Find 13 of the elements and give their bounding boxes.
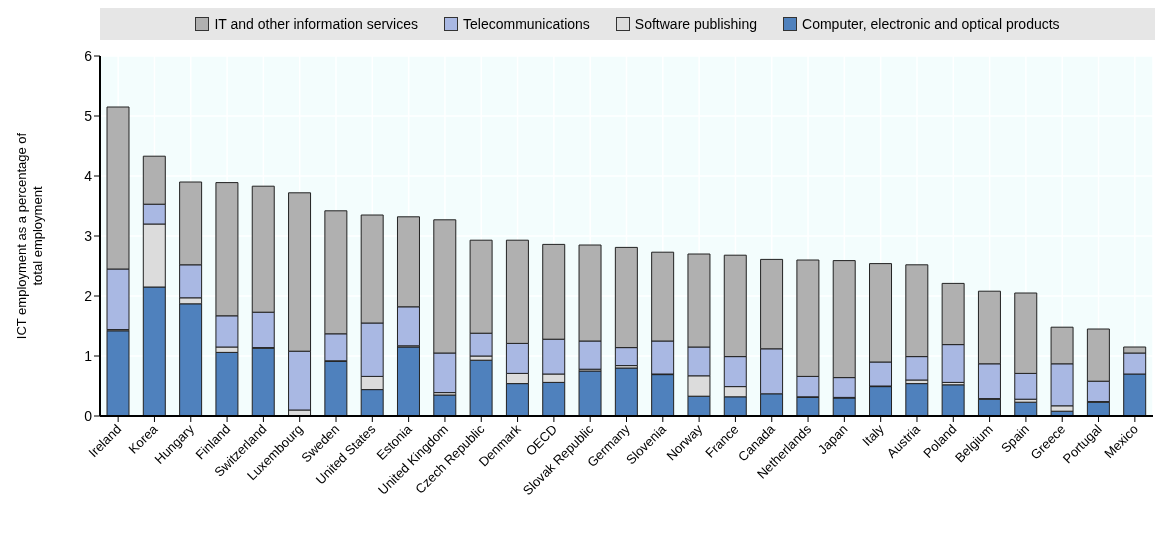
y-axis-title: ICT employment as a percentage of total employment	[14, 132, 45, 340]
y-tick-label: 0	[84, 407, 93, 424]
legend-label: Telecommunications	[462, 16, 590, 32]
y-tick-label: 6	[84, 47, 93, 64]
y-tick-label: 1	[84, 347, 93, 364]
legend-label: IT and other information services	[213, 16, 418, 32]
legend-label: Computer, electronic and optical products	[801, 16, 1060, 32]
y-tick-label: 4	[84, 167, 93, 184]
y-tick-label: 5	[84, 107, 93, 124]
legend-label: Software publishing	[633, 16, 758, 32]
y-tick-label: 2	[84, 287, 93, 304]
y-tick-label: 3	[84, 227, 93, 244]
x-tick-label: Italy	[859, 421, 888, 449]
